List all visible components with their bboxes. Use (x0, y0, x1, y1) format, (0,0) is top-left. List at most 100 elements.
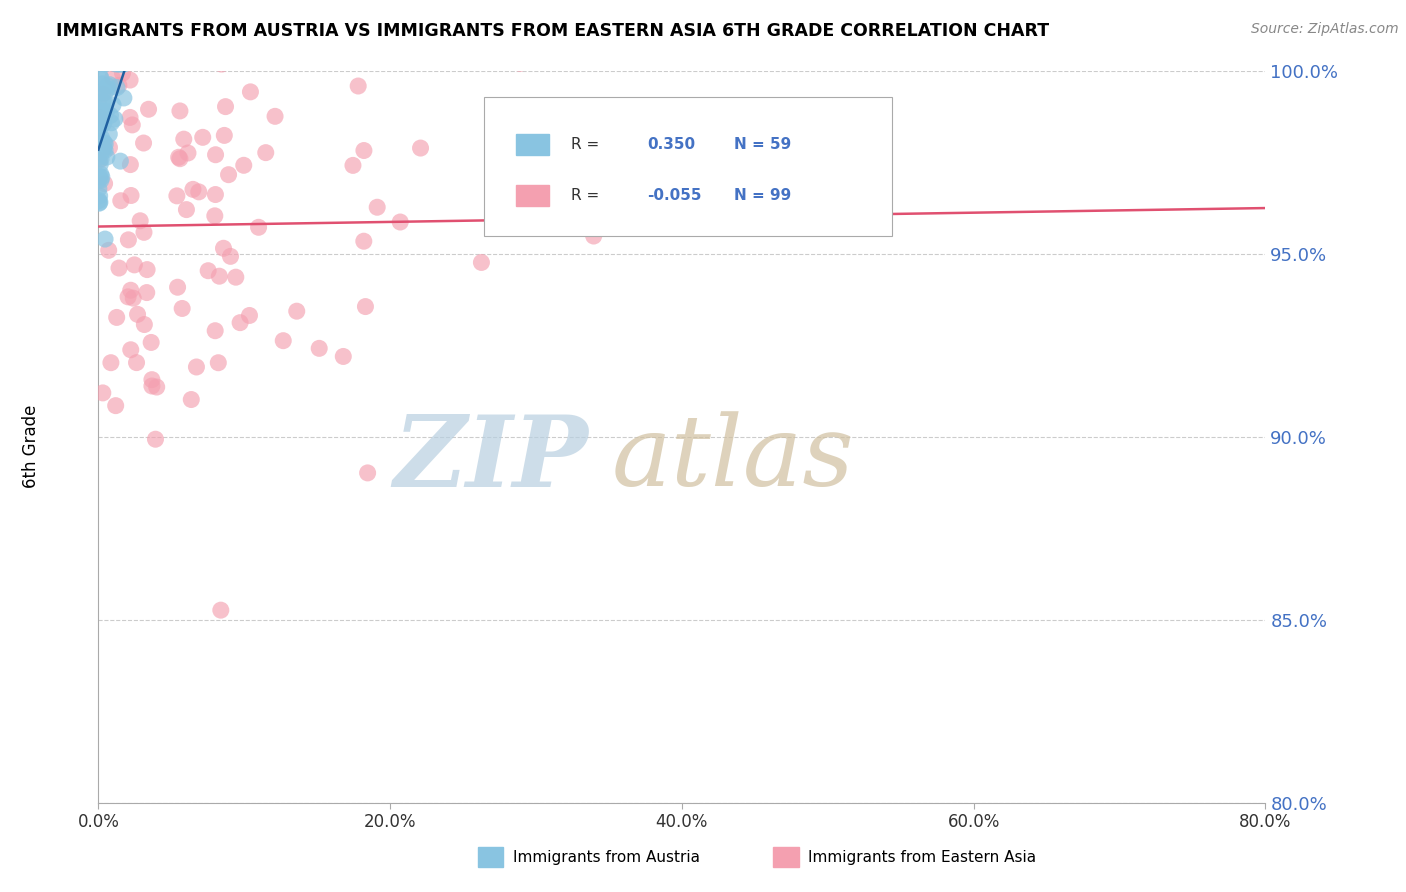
Point (94, 57, 117, 71)
Point (89, 69, 111, 83)
Point (104, 57, 127, 71)
Bar (516, 135, 548, 154)
Point (98, 127, 121, 141)
Point (94, 232, 117, 246)
Point (105, 80, 128, 95)
Point (225, 270, 247, 285)
Point (166, 189, 188, 203)
Text: R =: R = (571, 188, 605, 203)
Point (90, 71, 112, 86)
Point (120, 343, 142, 357)
Point (177, 146, 200, 161)
Point (141, 335, 163, 350)
Point (111, 66, 134, 80)
Point (93, 141, 115, 155)
Point (238, 309, 260, 323)
Point (97, 82, 120, 96)
Point (104, 399, 127, 413)
Point (204, 209, 226, 223)
Point (187, 185, 209, 199)
Text: Source: ZipAtlas.com: Source: ZipAtlas.com (1251, 22, 1399, 37)
Point (111, 57, 134, 71)
Point (332, 350, 354, 364)
Point (129, 214, 152, 228)
Point (98, 78, 121, 92)
Point (389, 215, 412, 229)
Text: N = 59: N = 59 (734, 137, 792, 152)
Point (91, 95, 114, 109)
Point (191, 130, 214, 145)
Point (91, 385, 114, 400)
Point (121, 118, 143, 132)
Point (138, 102, 160, 116)
Point (120, 158, 142, 172)
Point (209, 603, 232, 617)
Point (93, 116, 115, 130)
Point (100, 108, 122, 122)
Point (90, 173, 112, 187)
Point (110, 194, 132, 208)
Point (509, 56, 531, 70)
Point (145, 432, 167, 446)
Point (89, 153, 111, 167)
Point (347, 78, 370, 93)
Point (264, 109, 287, 123)
Point (89, 103, 111, 118)
Point (90, 120, 112, 134)
Point (91, 77, 114, 91)
Point (122, 291, 145, 305)
Point (104, 112, 127, 126)
Point (90, 152, 112, 166)
Text: 0.350: 0.350 (647, 137, 695, 152)
Point (89, 142, 111, 156)
Point (87, 173, 110, 187)
Point (89, 46, 111, 61)
Point (298, 46, 321, 61)
Point (94, 86, 117, 100)
Point (125, 356, 148, 370)
Point (101, 71, 124, 86)
Point (87, 115, 110, 129)
Point (181, 182, 204, 196)
Point (366, 200, 388, 214)
Point (353, 144, 375, 158)
Text: ZIP: ZIP (394, 411, 589, 508)
Point (89, 169, 111, 184)
Point (91, 87, 114, 101)
Point (141, 373, 163, 387)
Point (409, 141, 432, 155)
Point (90, 131, 112, 145)
Point (89, 135, 111, 149)
Point (108, 57, 131, 71)
Point (120, 73, 142, 87)
Point (96, 104, 118, 119)
Text: R =: R = (571, 137, 605, 152)
Point (124, 258, 146, 272)
Point (582, 229, 605, 244)
Point (120, 188, 142, 202)
Point (211, 57, 233, 71)
Bar (516, 186, 548, 206)
Point (169, 152, 191, 166)
Point (354, 300, 377, 314)
Point (94, 137, 117, 152)
Point (89, 195, 111, 210)
Point (271, 334, 294, 348)
Point (91, 85, 114, 99)
Point (195, 46, 218, 61)
Point (247, 220, 270, 235)
Point (101, 98, 124, 112)
Point (219, 249, 242, 263)
Text: atlas: atlas (612, 411, 855, 507)
Point (353, 234, 375, 248)
Point (239, 85, 262, 99)
Point (254, 145, 277, 160)
Point (218, 168, 240, 182)
Point (90, 168, 112, 182)
Point (117, 233, 139, 247)
Point (132, 225, 155, 239)
Point (232, 158, 254, 172)
Point (87, 150, 110, 164)
Point (204, 147, 226, 161)
Point (166, 280, 188, 294)
